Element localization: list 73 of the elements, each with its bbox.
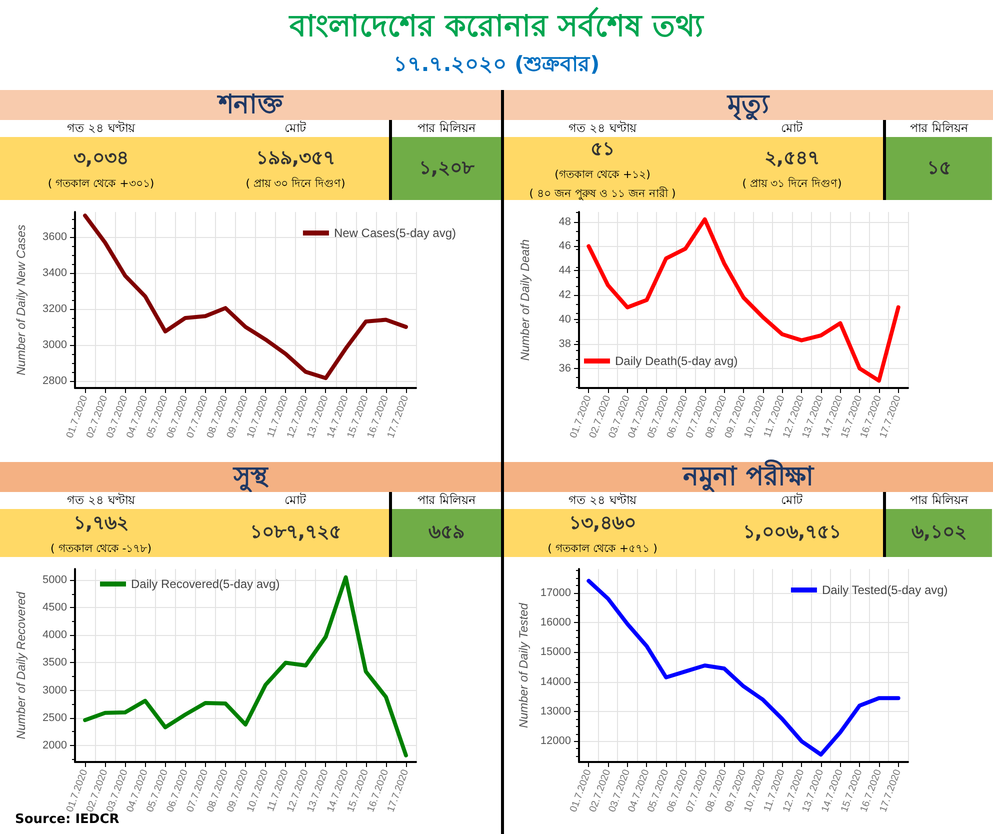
y-axis-title: Number of Daily Death bbox=[518, 238, 532, 361]
legend-label: Daily Death(5-day avg) bbox=[615, 354, 738, 368]
text: ১০৮৭,৭২৫ bbox=[250, 521, 342, 543]
text: মৃত্যু bbox=[504, 90, 993, 120]
y-tick-label: 16000 bbox=[540, 616, 571, 628]
category-label: মোট bbox=[701, 492, 883, 509]
text: ১৫ bbox=[927, 156, 951, 178]
text: ৩,০৩৪ bbox=[73, 147, 129, 169]
y-tick-label: 13000 bbox=[540, 706, 571, 718]
text: ( গতকাল থেকে +৫৭১ ) bbox=[548, 542, 658, 554]
line-series bbox=[83, 575, 408, 758]
category-label: পার মিলিয়ন bbox=[389, 120, 501, 137]
y-tick-label: 12000 bbox=[540, 735, 571, 748]
text: ১৭.৭.২০২০ (শুক্রবার) bbox=[392, 51, 601, 78]
line-series bbox=[586, 217, 900, 383]
category-label: পার মিলিয়ন bbox=[883, 120, 992, 137]
y-tick-label: 3400 bbox=[42, 267, 67, 280]
y-tick-label: 3000 bbox=[42, 684, 67, 696]
y-tick-label: 36 bbox=[558, 362, 571, 374]
y-axis-title: Number of Daily New Cases bbox=[14, 224, 28, 376]
text: ৫১ bbox=[590, 138, 614, 160]
text: ৬,১০২ bbox=[911, 521, 967, 543]
y-axis-title: Number of Daily Recovered bbox=[14, 591, 28, 740]
y-tick-label: 2500 bbox=[42, 712, 67, 724]
y-tick-label: 17000 bbox=[540, 586, 571, 599]
y-tick-label: 3000 bbox=[42, 338, 67, 351]
y-tick-label: 44 bbox=[558, 264, 571, 277]
text: ১,৭৬২ bbox=[73, 512, 129, 534]
y-tick-label: 3600 bbox=[42, 231, 67, 244]
category-label: গত ২৪ ঘণ্টায় bbox=[504, 120, 701, 137]
category-label: গত ২৪ ঘণ্টায় bbox=[0, 120, 202, 137]
text: (গতকাল থেকে +১২) bbox=[554, 168, 650, 180]
text: ২,৫৪৭ bbox=[764, 147, 820, 169]
text: শনাক্ত bbox=[0, 90, 501, 120]
category-label: গত ২৪ ঘণ্টায় bbox=[0, 492, 202, 509]
legend-label: Daily Tested(5-day avg) bbox=[822, 583, 948, 597]
text: ১৩,৪৬০ bbox=[568, 512, 636, 534]
legend-label: Daily Recovered(5-day avg) bbox=[131, 577, 280, 591]
text: ( গতকাল থেকে -১৭৮) bbox=[50, 542, 152, 554]
text: ( প্রায় ৩১ দিনে দিগুণ) bbox=[742, 177, 842, 190]
y-tick-label: 2800 bbox=[42, 374, 67, 387]
text: ( ৪০ জন পুরুষ ও ১১ জন নারী ) bbox=[529, 186, 676, 200]
category-label: পার মিলিয়ন bbox=[883, 492, 992, 509]
category-label: পার মিলিয়ন bbox=[389, 492, 501, 509]
category-label: গত ২৪ ঘণ্টায় bbox=[504, 492, 701, 509]
y-tick-label: 38 bbox=[558, 338, 571, 350]
text: সুস্থ bbox=[0, 462, 501, 492]
y-tick-label: 2000 bbox=[42, 739, 67, 752]
text: বাংলাদেশের করোনার সর্বশেষ তথ্য bbox=[288, 6, 706, 46]
y-tick-label: 42 bbox=[558, 289, 571, 302]
y-tick-label: 15000 bbox=[540, 646, 571, 658]
text: ( গতকাল থেকে +৩০১) bbox=[48, 177, 154, 190]
text: ১,০০৬,৭৫১ bbox=[742, 521, 842, 543]
y-tick-label: 48 bbox=[558, 216, 571, 228]
y-tick-label: 5000 bbox=[42, 574, 67, 586]
text: ( প্রায় ৩০ দিনে দিগুণ) bbox=[246, 177, 346, 190]
y-tick-label: 4500 bbox=[42, 602, 67, 614]
category-label: মোট bbox=[202, 492, 389, 509]
category-label: মোট bbox=[701, 120, 883, 137]
text: ১,২০৮ bbox=[418, 156, 474, 178]
y-tick-label: 46 bbox=[558, 240, 571, 252]
category-label: মোট bbox=[202, 120, 389, 137]
y-axis-title: Number of Daily Tested bbox=[516, 602, 531, 728]
y-tick-label: 40 bbox=[558, 314, 571, 326]
y-tick-label: 3500 bbox=[42, 656, 67, 669]
legend-label: New Cases(5-day avg) bbox=[334, 226, 456, 240]
text: নমুনা পরীক্ষা bbox=[504, 462, 993, 492]
text: ১৯৯,৩৫৭ bbox=[256, 147, 336, 169]
y-tick-label: 4000 bbox=[42, 629, 67, 642]
y-tick-label: 14000 bbox=[540, 676, 571, 688]
y-tick-label: 3200 bbox=[42, 302, 67, 315]
source-note: Source: IEDCR bbox=[15, 812, 120, 827]
text: ৬৫৯ bbox=[428, 521, 464, 543]
